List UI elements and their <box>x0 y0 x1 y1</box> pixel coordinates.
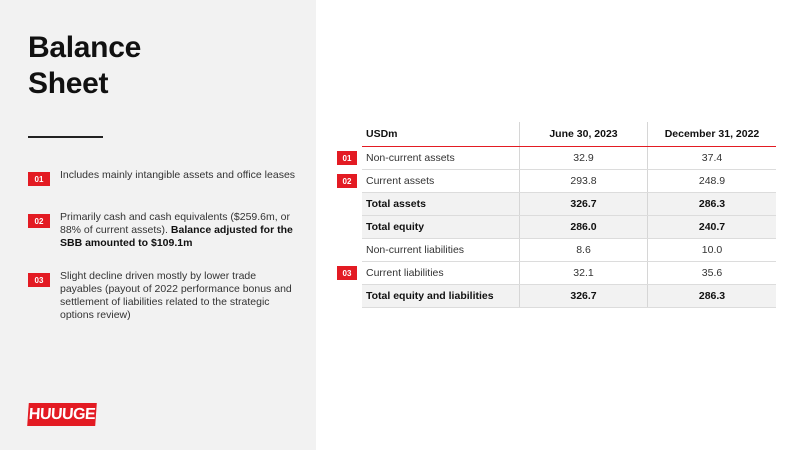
row-value-december: 286.3 <box>647 285 776 307</box>
row-badge: 01 <box>337 151 357 165</box>
row-value-december: 286.3 <box>647 193 776 215</box>
header-label: USDm <box>366 128 398 140</box>
row-value-june: 326.7 <box>519 193 647 215</box>
row-label: Current liabilities <box>366 267 444 279</box>
left-panel <box>0 0 316 450</box>
note-text-regular: Primarily cash and cash equivalents ($25… <box>60 211 290 236</box>
row-value-december: 240.7 <box>647 216 776 238</box>
title-line-2: Sheet <box>28 67 109 100</box>
note-badge: 01 <box>28 172 50 186</box>
row-value-june: 326.7 <box>519 285 647 307</box>
note-text-bold: Balance adjusted for the SBB amounted to… <box>60 224 293 249</box>
row-value-june: 286.0 <box>519 216 647 238</box>
note-text: Slight decline driven mostly by lower tr… <box>60 270 292 321</box>
title-line-1: Balance <box>28 31 141 64</box>
table-row: 02 Current assets 293.8 248.9 <box>337 170 776 193</box>
note-badge: 02 <box>28 214 50 228</box>
row-label: Total equity and liabilities <box>366 290 494 302</box>
row-value-june: 8.6 <box>519 239 647 261</box>
table-row: 03 Current liabilities 32.1 35.6 <box>337 262 776 285</box>
row-value-december: 10.0 <box>647 239 776 261</box>
row-label: Non-current liabilities <box>366 244 465 256</box>
note-text: Includes mainly intangible assets and of… <box>60 169 296 181</box>
table-row: Total equity 286.0 240.7 <box>362 216 776 239</box>
note-item: 01 Includes mainly intangible assets and… <box>28 169 298 186</box>
slide-title: Balance Sheet <box>28 30 141 102</box>
row-label: Current assets <box>366 175 435 187</box>
row-label: Total assets <box>366 198 426 210</box>
header-june: June 30, 2023 <box>519 122 647 146</box>
note-item: 02 Primarily cash and cash equivalents (… <box>28 211 298 250</box>
company-logo: HUUUGE <box>27 403 97 426</box>
balance-sheet-table: USDm June 30, 2023 December 31, 2022 01 … <box>337 122 776 308</box>
row-label: Non-current assets <box>366 152 455 164</box>
table-row: 01 Non-current assets 32.9 37.4 <box>337 147 776 170</box>
row-value-december: 37.4 <box>647 147 776 169</box>
note-badge: 03 <box>28 273 50 287</box>
row-value-june: 32.1 <box>519 262 647 284</box>
table-row: Total equity and liabilities 326.7 286.3 <box>362 285 776 308</box>
row-value-december: 248.9 <box>647 170 776 192</box>
row-label: Total equity <box>366 221 425 233</box>
row-value-june: 32.9 <box>519 147 647 169</box>
row-badge: 03 <box>337 266 357 280</box>
note-item: 03 Slight decline driven mostly by lower… <box>28 270 298 322</box>
table-header: USDm June 30, 2023 December 31, 2022 <box>362 122 776 147</box>
row-value-december: 35.6 <box>647 262 776 284</box>
header-december: December 31, 2022 <box>647 122 776 146</box>
title-divider <box>28 136 103 138</box>
note-text: Primarily cash and cash equivalents ($25… <box>60 211 298 250</box>
table-row: Total assets 326.7 286.3 <box>362 193 776 216</box>
table-row: Non-current liabilities 8.6 10.0 <box>362 239 776 262</box>
row-badge: 02 <box>337 174 357 188</box>
row-value-june: 293.8 <box>519 170 647 192</box>
